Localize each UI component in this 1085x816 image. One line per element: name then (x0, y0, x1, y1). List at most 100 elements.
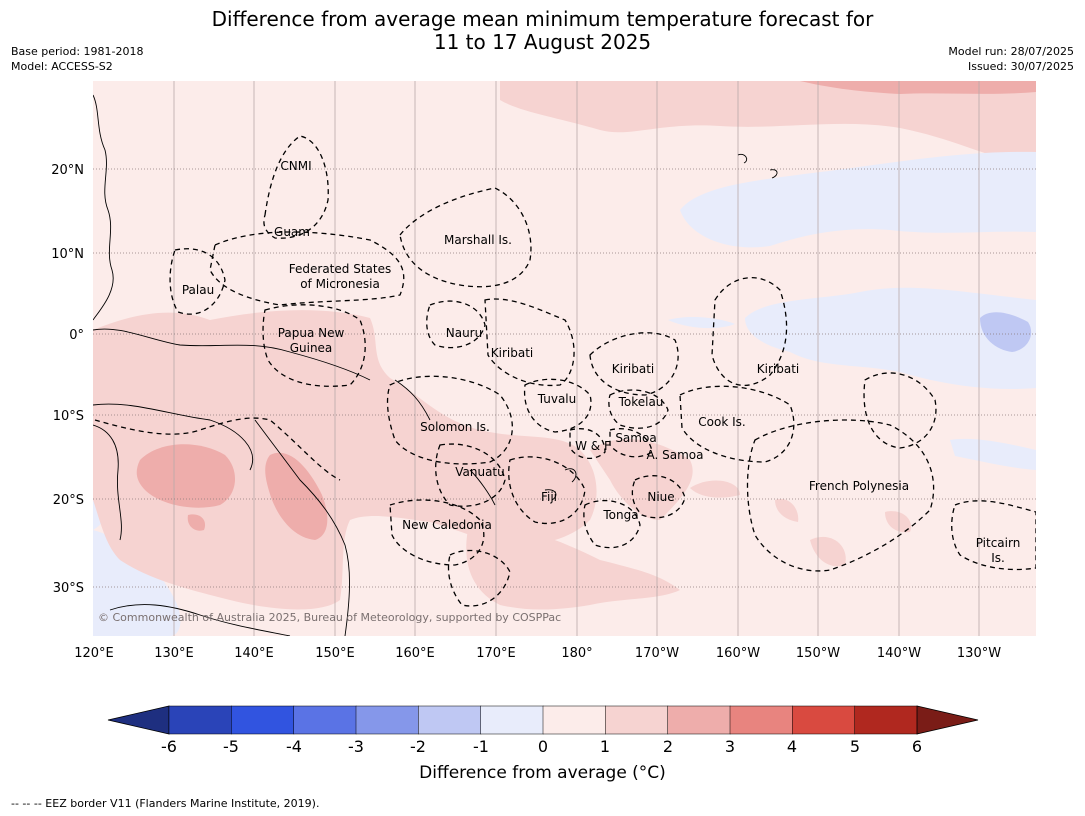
label-solomon: Solomon Is. (420, 420, 490, 434)
eez-tonga (583, 499, 641, 549)
anomaly-warm-central (590, 439, 693, 520)
anomaly-cool-core (980, 312, 1032, 352)
meridians (173, 81, 980, 636)
label-kiribati-central: Kiribati (612, 362, 654, 376)
lon-tick: 160°E (395, 646, 435, 661)
colorbar-tick: 1 (600, 737, 610, 756)
colorbar-tick: 6 (912, 737, 922, 756)
label-pitcairn-1: Pitcairn (976, 536, 1021, 550)
label-cook: Cook Is. (698, 415, 745, 429)
map-area: CNMI Guam Marshall Is. Federated States … (93, 81, 1036, 636)
colorbar-segment (542, 705, 606, 735)
label-png-1: Papua New (278, 326, 345, 340)
anomaly-warm-core-1 (136, 444, 236, 508)
eez-new-caledonia (389, 499, 485, 566)
eez-nauru (426, 300, 486, 349)
label-fsm-1: Federated States (289, 262, 391, 276)
label-guam: Guam (274, 225, 310, 239)
colorbar-segment (667, 705, 731, 735)
lon-tick: 170°E (476, 646, 516, 661)
eez-wf (569, 428, 606, 459)
eez-fsm (209, 231, 405, 306)
colorbar: -6 -5 -4 -3 -2 -1 0 1 2 3 4 5 6 (107, 705, 979, 756)
eez-tokelau (608, 389, 669, 429)
lon-tick: 150°E (315, 646, 355, 661)
colorbar-label: Difference from average (°C) (419, 763, 666, 783)
colorbar-segment (231, 705, 295, 735)
parallels (93, 168, 1036, 588)
meta-right: Model run: 28/07/2025 Issued: 30/07/2025 (948, 44, 1074, 74)
base-period: Base period: 1981-2018 (11, 45, 144, 58)
lat-tick: 0° (69, 328, 84, 343)
colorbar-tick: -1 (473, 737, 489, 756)
lon-tick: 130°W (957, 646, 1001, 661)
label-american-samoa: A. Samoa (647, 448, 704, 462)
eez-pitcairn (951, 500, 1036, 571)
colorbar-tick: -2 (410, 737, 426, 756)
eez-solomon (386, 375, 513, 465)
colorbar-tick: -3 (348, 737, 364, 756)
lon-tick: 120°E (74, 646, 114, 661)
anomaly-warm-small4 (810, 536, 846, 567)
anomaly-cool-southeast (950, 438, 1036, 470)
lon-tick: 150°W (796, 646, 840, 661)
copyright-notice: © Commonwealth of Australia 2025, Bureau… (98, 611, 561, 624)
model-run: Model run: 28/07/2025 (948, 45, 1074, 58)
label-pitcairn-2: Is. (991, 551, 1005, 565)
label-palau: Palau (182, 283, 214, 297)
eez-png (262, 304, 366, 387)
eez-kiribati-w (484, 298, 575, 387)
eez-kiribati-e (711, 277, 788, 386)
colorbar-tick: 2 (663, 737, 673, 756)
label-marshall: Marshall Is. (444, 233, 512, 247)
lon-tick: 170°W (635, 646, 679, 661)
eez-marquesas (863, 372, 937, 449)
label-nauru: Nauru (446, 326, 482, 340)
eez-tuvalu (523, 378, 592, 433)
colorbar-segment (418, 705, 482, 735)
colorbar-segment (168, 705, 232, 735)
issued-date: Issued: 30/07/2025 (967, 60, 1074, 73)
label-tokelau: Tokelau (618, 395, 664, 409)
model-name: Model: ACCESS-S2 (11, 60, 113, 73)
lat-tick: 10°N (51, 247, 84, 262)
anomaly-cool-small (668, 317, 735, 329)
region-labels: CNMI Guam Marshall Is. Federated States … (182, 159, 1020, 565)
lat-tick: 10°S (53, 409, 84, 424)
anomaly-cool-north (680, 151, 1036, 248)
label-samoa: Samoa (615, 431, 656, 445)
title-line-2: 11 to 17 August 2025 (433, 30, 652, 54)
label-niue: Niue (647, 490, 674, 504)
eez-borders (94, 135, 1036, 607)
label-kiribati-west: Kiribati (491, 346, 533, 360)
anomaly-north-strong (800, 81, 1036, 94)
label-fiji: Fiji (541, 490, 557, 504)
anomaly-warm-small3 (885, 511, 911, 533)
label-wallis-futuna: W & F (575, 439, 611, 453)
colorbar-arrow-high (916, 705, 979, 735)
label-french-polynesia: French Polynesia (809, 479, 909, 493)
colorbar-tick: -4 (286, 737, 302, 756)
eez-samoa (609, 428, 653, 458)
eez-legend-note: -- -- -- EEZ border V11 (Flanders Marine… (11, 797, 320, 810)
colorbar-arrow-low (107, 705, 170, 735)
colorbar-tick: 5 (850, 737, 860, 756)
lat-tick: 20°S (53, 493, 84, 508)
label-fsm-2: of Micronesia (300, 277, 380, 291)
label-kiribati-east: Kiribati (757, 362, 799, 376)
lon-tick: 140°W (877, 646, 921, 661)
label-vanuatu: Vanuatu (455, 465, 505, 479)
colorbar-tick: -6 (161, 737, 177, 756)
colorbar-tick: 0 (538, 737, 548, 756)
label-tonga: Tonga (602, 508, 638, 522)
lat-ticks: 20°N 10°N 0° 10°S 20°S 30°S (51, 163, 84, 596)
lat-tick: 20°N (51, 163, 84, 178)
lon-ticks: 120°E 130°E 140°E 150°E 160°E 170°E 180°… (74, 646, 1001, 661)
colorbar-tick: 3 (725, 737, 735, 756)
lon-tick: 180° (561, 646, 592, 661)
coastlines (93, 94, 778, 636)
title-line-1: Difference from average mean minimum tem… (211, 7, 874, 31)
eez-kiribati-c (589, 332, 679, 396)
anomaly-cool-southwest (93, 530, 181, 636)
